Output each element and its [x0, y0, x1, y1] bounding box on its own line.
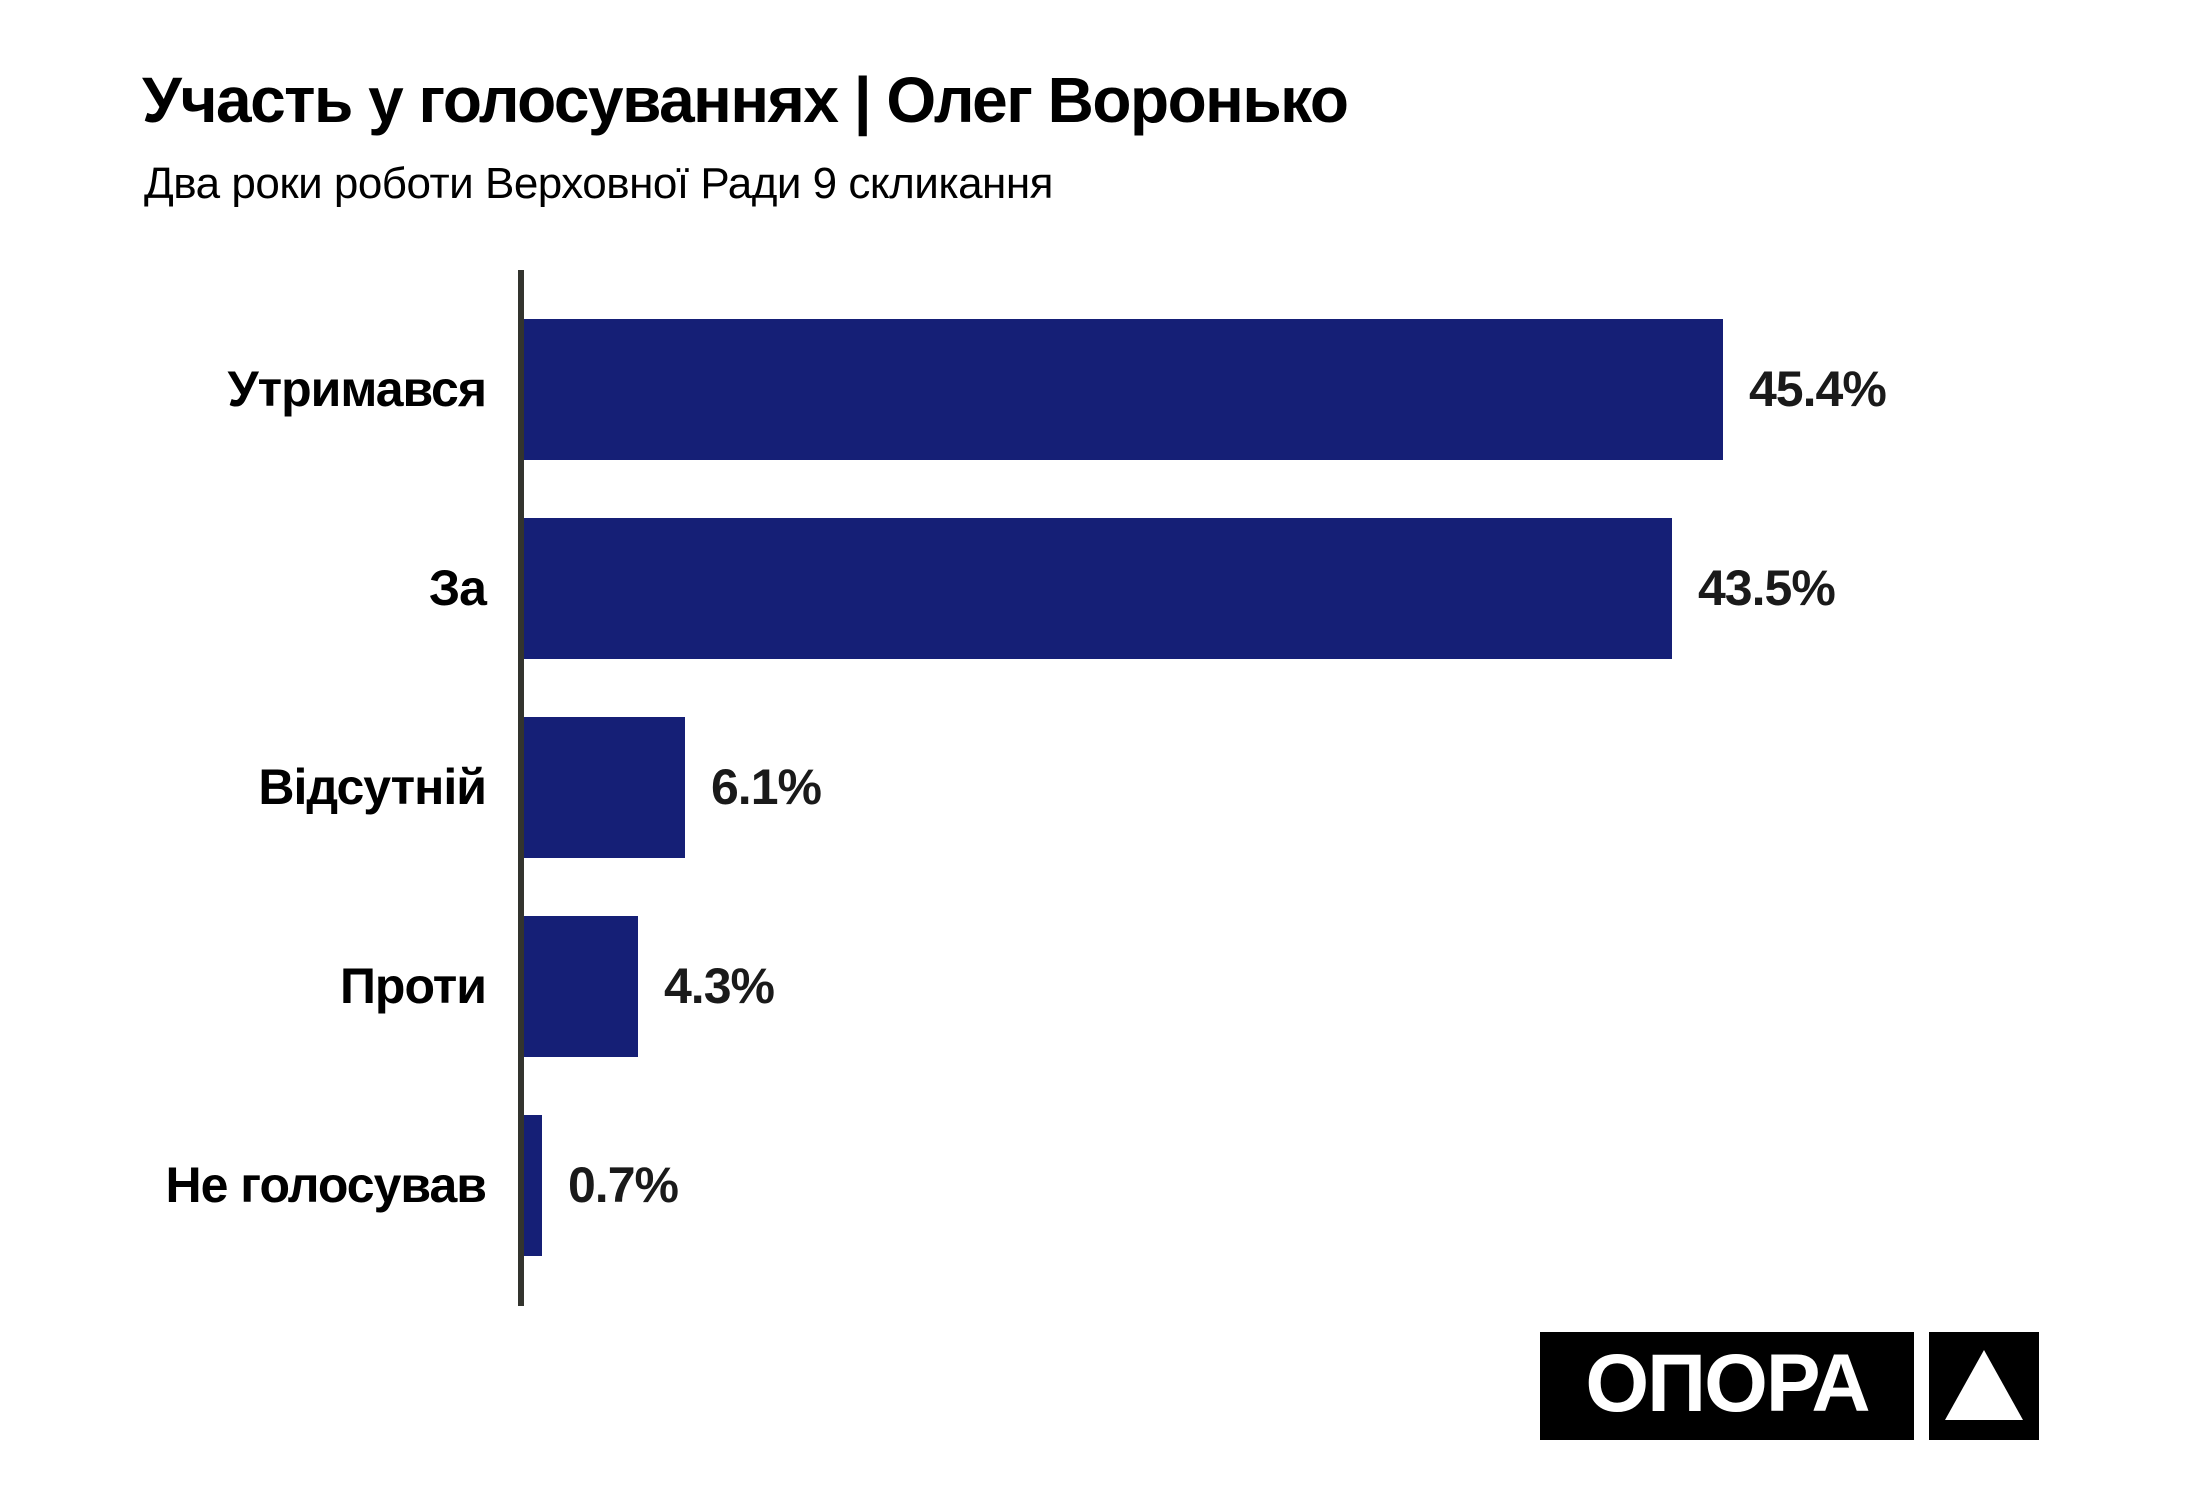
- category-label: Не голосував: [165, 1157, 488, 1213]
- opora-logo: ОПОРА: [1540, 1332, 1914, 1440]
- chart-row: Проти 4.3%: [0, 916, 2200, 1057]
- chart-row: Утримався 45.4%: [0, 319, 2200, 460]
- triangle-up-icon: [1945, 1350, 2023, 1420]
- value-label: 4.3%: [664, 958, 775, 1014]
- bar: [524, 319, 1723, 460]
- y-axis-line: [518, 270, 524, 1306]
- bar: [524, 916, 638, 1057]
- bar: [524, 717, 685, 858]
- chart-title: Участь у голосуваннях | Олег Воронько: [142, 64, 1349, 136]
- category-label: За: [428, 560, 487, 616]
- chart-row: Відсутній 6.1%: [0, 717, 2200, 858]
- category-label: Проти: [339, 958, 487, 1014]
- value-label: 43.5%: [1698, 560, 1836, 616]
- chart-row: За 43.5%: [0, 518, 2200, 659]
- chart-row: Не голосував 0.7%: [0, 1115, 2200, 1256]
- category-label: Утримався: [227, 361, 487, 417]
- bar: [524, 1115, 542, 1256]
- value-label: 0.7%: [568, 1157, 679, 1213]
- bar: [524, 518, 1672, 659]
- category-label: Відсутній: [258, 759, 487, 815]
- chart-subtitle: Два роки роботи Верховної Ради 9 скликан…: [144, 159, 1053, 208]
- value-label: 45.4%: [1749, 361, 1887, 417]
- opora-logo-text: ОПОРА: [1585, 1338, 1870, 1429]
- value-label: 6.1%: [711, 759, 822, 815]
- opora-logo-mark: [1929, 1332, 2039, 1440]
